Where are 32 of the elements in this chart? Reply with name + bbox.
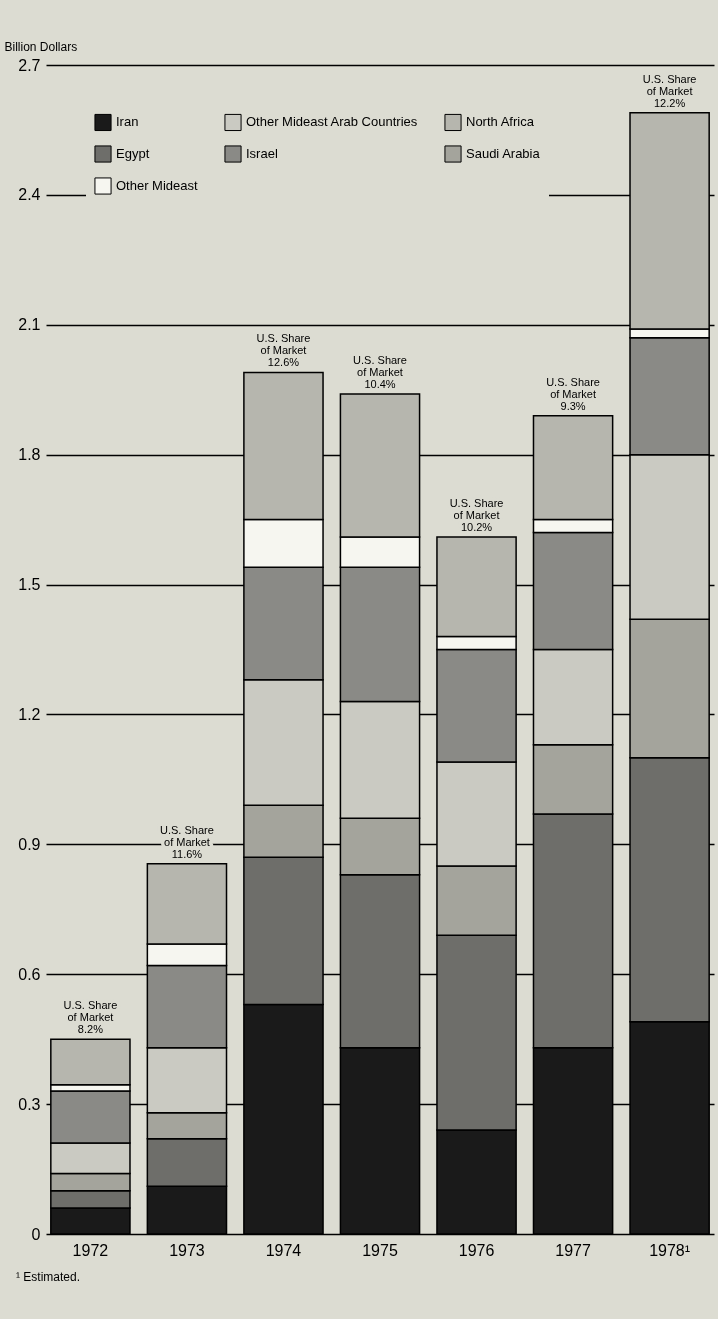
x-tick-label: 1977 [555, 1241, 591, 1259]
y-tick-label: 0.9 [18, 835, 41, 853]
x-tick-label: 1975 [362, 1241, 398, 1259]
annotation: U.S. Share of Market 8.2% [63, 999, 118, 1036]
legend-label: Israel [246, 146, 278, 161]
y-axis-title: Billion Dollars [4, 39, 78, 54]
annotation: U.S. Share of Market 9.3% [546, 375, 600, 412]
annotation: U.S. Share of Market 10.2% [449, 496, 504, 533]
y-tick-label: 1.2 [18, 705, 41, 723]
x-tick-label: 1974 [265, 1241, 302, 1259]
annotation: U.S. Share of Market 12.2% [642, 72, 697, 109]
legend-label: Saudi Arabia [466, 146, 541, 161]
y-tick-label: 2.7 [18, 56, 41, 74]
x-tick-label: 1976 [458, 1241, 495, 1259]
legend-label: Iran [116, 114, 139, 130]
legend-label: North Africa [466, 114, 535, 130]
y-tick-label: 1.8 [18, 446, 41, 464]
y-tick-label: 1.5 [18, 576, 41, 594]
x-tick-label: 1972 [72, 1241, 109, 1259]
y-tick-label: 0.6 [18, 965, 41, 983]
y-tick-label: 0 [31, 1225, 41, 1243]
x-tick-label: 1973 [169, 1241, 205, 1259]
legend-label: Other Mideast [116, 178, 199, 193]
x-tick-label: 1978¹ [649, 1241, 691, 1259]
annotation: U.S. Share of Market 10.4% [353, 354, 407, 391]
annotation: U.S. Share of Market 12.6% [256, 332, 311, 369]
y-tick-label: 0.3 [18, 1095, 41, 1113]
legend-label: Other Mideast Arab Countries [246, 114, 418, 130]
legend-label: Egypt [116, 146, 150, 161]
y-tick-label: 2.4 [18, 186, 41, 204]
text: ¹ Estimated. [16, 1270, 81, 1284]
y-tick-label: 2.1 [18, 316, 41, 334]
